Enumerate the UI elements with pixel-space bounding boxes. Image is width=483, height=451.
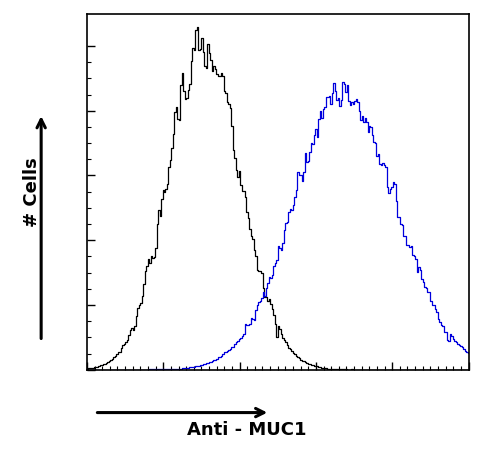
Text: Anti - MUC1: Anti - MUC1: [187, 422, 307, 439]
Text: # Cells: # Cells: [23, 157, 41, 226]
